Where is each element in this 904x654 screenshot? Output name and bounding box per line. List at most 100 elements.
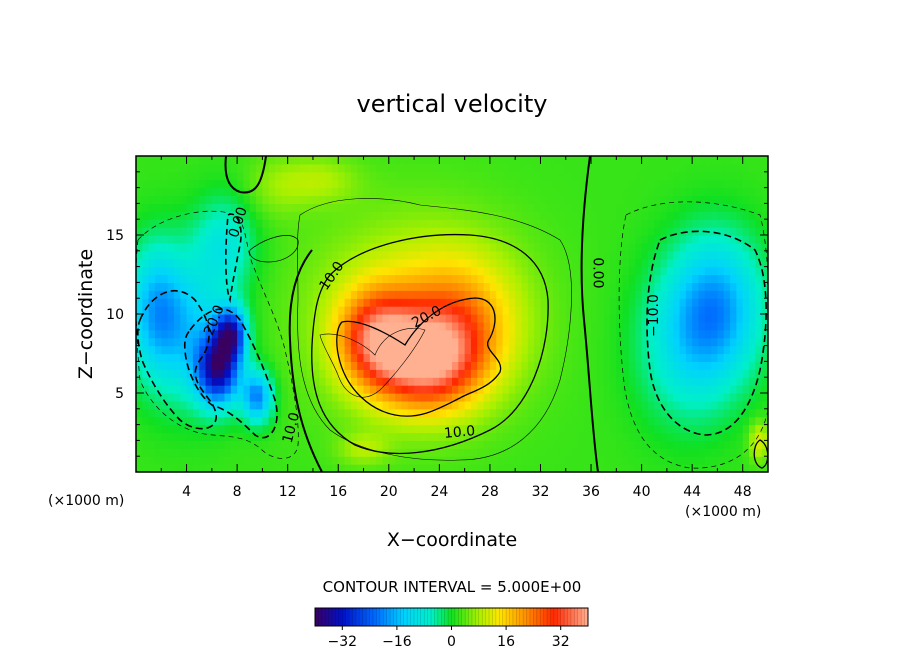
- heatmap-cell: [376, 219, 384, 228]
- heatmap-cell: [483, 408, 491, 418]
- heatmap-cell: [199, 321, 207, 331]
- heatmap-cell: [186, 464, 194, 472]
- heatmap-cell: [237, 337, 245, 347]
- heatmap-cell: [256, 227, 263, 236]
- heatmap-cell: [736, 353, 744, 362]
- heatmap-cell: [464, 274, 472, 283]
- heatmap-cell: [275, 424, 282, 434]
- heatmap-cell: [224, 235, 232, 244]
- heatmap-cell: [553, 432, 561, 441]
- heatmap-cell: [515, 393, 523, 402]
- heatmap-cell: [704, 400, 712, 410]
- heatmap-cell: [344, 290, 352, 299]
- heatmap-cell: [300, 227, 308, 236]
- heatmap-cell: [521, 345, 529, 355]
- heatmap-cell: [294, 448, 301, 457]
- heatmap-cell: [237, 329, 245, 339]
- heatmap-cell: [515, 440, 523, 449]
- heatmap-cell: [730, 345, 737, 355]
- heatmap-cell: [698, 266, 706, 276]
- heatmap-cell: [192, 235, 200, 244]
- heatmap-cell: [256, 440, 263, 449]
- heatmap-cell: [755, 211, 763, 220]
- heatmap-cell: [262, 282, 270, 291]
- heatmap-cell: [572, 306, 579, 315]
- heatmap-cell: [553, 361, 561, 370]
- heatmap-cell: [331, 416, 339, 426]
- heatmap-cell: [237, 258, 245, 268]
- heatmap-cell: [325, 377, 333, 386]
- heatmap-cell: [521, 314, 529, 323]
- heatmap-cell: [325, 179, 333, 189]
- heatmap-cell: [312, 171, 320, 181]
- heatmap-cell: [445, 274, 453, 283]
- heatmap-cell: [464, 329, 472, 339]
- heatmap-cell: [344, 306, 352, 315]
- heatmap-cell: [496, 345, 504, 355]
- heatmap-cell: [154, 353, 162, 362]
- heatmap-cell: [660, 369, 668, 378]
- heatmap-cell: [578, 385, 586, 394]
- heatmap-cell: [698, 393, 706, 402]
- heatmap-cell: [173, 456, 181, 465]
- heatmap-cell: [433, 306, 440, 315]
- heatmap-cell: [578, 306, 586, 315]
- heatmap-cell: [154, 306, 162, 315]
- heatmap-cell: [205, 314, 213, 323]
- heatmap-cell: [420, 227, 428, 236]
- heatmap-cell: [173, 187, 181, 197]
- colorbar-segment: [526, 608, 531, 626]
- heatmap-cell: [249, 195, 257, 204]
- heatmap-cell: [275, 448, 282, 457]
- heatmap-cell: [395, 337, 403, 347]
- heatmap-cell: [218, 337, 226, 347]
- heatmap-cell: [433, 345, 440, 355]
- heatmap-cell: [704, 385, 712, 394]
- heatmap-cell: [755, 227, 763, 236]
- heatmap-cell: [546, 369, 554, 378]
- heatmap-cell: [736, 274, 744, 283]
- heatmap-cell: [344, 456, 352, 465]
- heatmap-cell: [742, 424, 750, 434]
- heatmap-cell: [218, 242, 226, 252]
- heatmap-cell: [654, 464, 662, 472]
- heatmap-cell: [211, 306, 219, 315]
- heatmap-cell: [344, 408, 352, 418]
- heatmap-cell: [142, 227, 150, 236]
- heatmap-cell: [622, 361, 630, 370]
- heatmap-cell: [603, 369, 611, 378]
- heatmap-cell: [243, 416, 251, 426]
- heatmap-cell: [357, 290, 365, 299]
- heatmap-cell: [559, 369, 567, 378]
- heatmap-cell: [736, 235, 744, 244]
- heatmap-cell: [464, 448, 472, 457]
- heatmap-cell: [540, 187, 548, 197]
- heatmap-cell: [711, 353, 719, 362]
- heatmap-cell: [464, 456, 472, 465]
- heatmap-cell: [256, 306, 263, 315]
- heatmap-cell: [685, 353, 693, 362]
- heatmap-cell: [572, 432, 579, 441]
- heatmap-cell: [717, 337, 725, 347]
- heatmap-cell: [439, 258, 447, 268]
- heatmap-cell: [294, 203, 301, 212]
- heatmap-cell: [148, 448, 156, 457]
- heatmap-cell: [401, 242, 409, 252]
- heatmap-cell: [584, 266, 592, 276]
- heatmap-cell: [224, 337, 232, 347]
- colorbar-segment: [369, 608, 374, 626]
- heatmap-cell: [540, 219, 548, 228]
- heatmap-cell: [622, 242, 630, 252]
- heatmap-cell: [401, 187, 409, 197]
- heatmap-cell: [717, 416, 725, 426]
- heatmap-cell: [730, 171, 737, 181]
- heatmap-cell: [243, 235, 251, 244]
- colorbar-segment: [335, 608, 340, 626]
- heatmap-cell: [591, 353, 598, 362]
- heatmap-cell: [660, 440, 668, 449]
- heatmap-cell: [628, 156, 636, 165]
- heatmap-cell: [692, 432, 700, 441]
- heatmap-cell: [167, 432, 175, 441]
- heatmap-cell: [603, 385, 611, 394]
- colorbar-segment: [318, 608, 323, 626]
